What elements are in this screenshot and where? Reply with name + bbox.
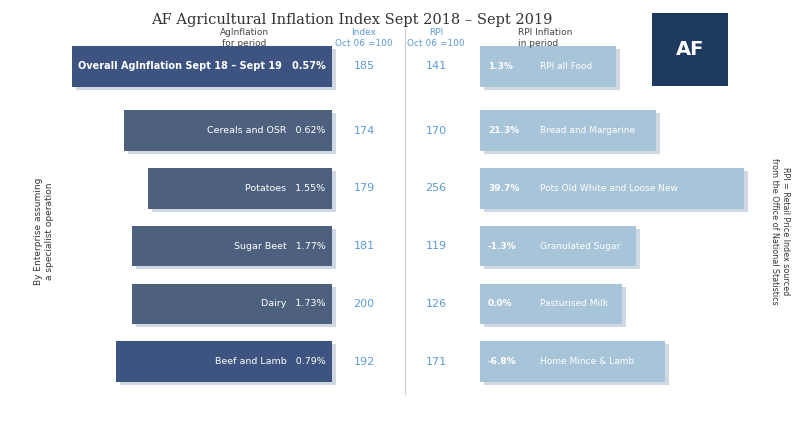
Text: Beef and Lamb   0.79%: Beef and Lamb 0.79%	[215, 357, 326, 366]
FancyBboxPatch shape	[480, 168, 744, 208]
FancyBboxPatch shape	[480, 283, 622, 324]
FancyBboxPatch shape	[136, 229, 336, 270]
Text: 174: 174	[354, 125, 374, 136]
Text: Sugar Beet   1.77%: Sugar Beet 1.77%	[234, 241, 326, 251]
FancyBboxPatch shape	[484, 229, 640, 270]
Text: 256: 256	[426, 183, 446, 193]
Text: 192: 192	[354, 357, 374, 367]
Text: 1.3%: 1.3%	[488, 62, 513, 71]
Text: 171: 171	[426, 357, 446, 367]
Text: RPI Inflation
in period: RPI Inflation in period	[518, 28, 573, 48]
FancyBboxPatch shape	[128, 113, 336, 154]
FancyBboxPatch shape	[484, 287, 626, 327]
Text: 0.0%: 0.0%	[488, 299, 513, 309]
FancyBboxPatch shape	[132, 226, 332, 266]
Text: 141: 141	[426, 61, 446, 71]
Text: 21.3%: 21.3%	[488, 126, 519, 135]
Text: AgInflation
for period: AgInflation for period	[219, 28, 269, 48]
Text: Home Mince & Lamb: Home Mince & Lamb	[540, 357, 634, 366]
Text: AF Agricultural Inflation Index Sept 2018 – Sept 2019: AF Agricultural Inflation Index Sept 201…	[151, 13, 553, 27]
Text: Dairy   1.73%: Dairy 1.73%	[261, 299, 326, 309]
FancyBboxPatch shape	[480, 342, 665, 382]
Text: RPI
Oct 06 =100: RPI Oct 06 =100	[407, 28, 465, 48]
FancyBboxPatch shape	[124, 110, 332, 151]
Text: Index
Oct 06 =100: Index Oct 06 =100	[335, 28, 393, 48]
FancyBboxPatch shape	[72, 46, 332, 87]
Text: 170: 170	[426, 125, 446, 136]
FancyBboxPatch shape	[484, 171, 748, 212]
FancyBboxPatch shape	[484, 113, 660, 154]
FancyBboxPatch shape	[148, 168, 332, 208]
Text: 181: 181	[354, 241, 374, 251]
FancyBboxPatch shape	[480, 226, 636, 266]
Text: Pasturised Milk: Pasturised Milk	[540, 299, 608, 309]
FancyBboxPatch shape	[152, 171, 336, 212]
Text: 119: 119	[426, 241, 446, 251]
Text: 179: 179	[354, 183, 374, 193]
FancyBboxPatch shape	[136, 287, 336, 327]
FancyBboxPatch shape	[480, 46, 616, 87]
Text: RPI all Food: RPI all Food	[540, 62, 592, 71]
Text: Overall AgInflation Sept 18 – Sept 19   0.57%: Overall AgInflation Sept 18 – Sept 19 0.…	[78, 61, 326, 71]
Text: 39.7%: 39.7%	[488, 184, 519, 193]
FancyBboxPatch shape	[480, 110, 656, 151]
Text: -6.8%: -6.8%	[488, 357, 517, 366]
FancyBboxPatch shape	[120, 344, 336, 385]
FancyBboxPatch shape	[652, 13, 728, 86]
Text: By Enterprise assuming
a specialist operation: By Enterprise assuming a specialist oper…	[34, 178, 54, 285]
Text: RPI = Retail Price Index sourced
from the Office of National Statistics: RPI = Retail Price Index sourced from th…	[770, 158, 790, 304]
Text: 185: 185	[354, 61, 374, 71]
Text: Cereals and OSR   0.62%: Cereals and OSR 0.62%	[207, 126, 326, 135]
Text: Granulated Sugar: Granulated Sugar	[540, 241, 620, 251]
FancyBboxPatch shape	[484, 49, 620, 90]
FancyBboxPatch shape	[484, 344, 669, 385]
Text: AF: AF	[676, 40, 704, 59]
Text: 126: 126	[426, 299, 446, 309]
Text: Potatoes   1.55%: Potatoes 1.55%	[246, 184, 326, 193]
Text: -1.3%: -1.3%	[488, 241, 517, 251]
FancyBboxPatch shape	[132, 283, 332, 324]
Text: 200: 200	[354, 299, 374, 309]
Text: Bread and Margarine: Bread and Margarine	[540, 126, 635, 135]
FancyBboxPatch shape	[76, 49, 336, 90]
FancyBboxPatch shape	[116, 342, 332, 382]
Text: Pots Old White and Loose New: Pots Old White and Loose New	[540, 184, 678, 193]
